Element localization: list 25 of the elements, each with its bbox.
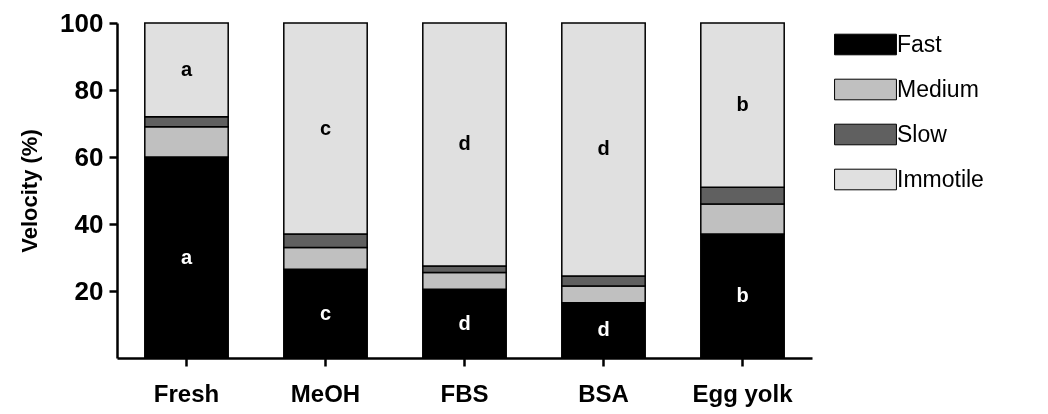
x-tick-label: MeOH	[290, 379, 361, 407]
legend-label: Slow	[897, 120, 948, 147]
annotation: b	[736, 284, 749, 307]
x-tick-label: FBS	[440, 379, 489, 407]
y-tick-label: 80	[74, 74, 104, 105]
annotation: d	[458, 132, 471, 155]
annotation: d	[458, 311, 471, 334]
annotation: a	[180, 57, 193, 80]
y-tick-label: 40	[74, 208, 104, 239]
annotation: c	[319, 301, 332, 324]
x-tick-label: BSA	[578, 379, 629, 407]
legend-label: Fast	[897, 30, 943, 57]
x-tick-label: Egg yolk	[692, 379, 794, 407]
x-tick-label: Fresh	[153, 379, 220, 407]
annotation: d	[597, 318, 610, 341]
annotation: a	[180, 245, 193, 268]
legend-label: Medium	[897, 75, 979, 102]
annotation: b	[736, 93, 749, 116]
y-tick-label: 100	[60, 7, 104, 38]
annotation: d	[597, 137, 610, 160]
legend-label: Immotile	[897, 165, 984, 192]
y-tick-label: 60	[74, 141, 104, 172]
annotation: c	[319, 116, 332, 139]
y-axis-title: Velocity (%)	[17, 129, 43, 253]
y-tick-label: 20	[74, 275, 104, 306]
